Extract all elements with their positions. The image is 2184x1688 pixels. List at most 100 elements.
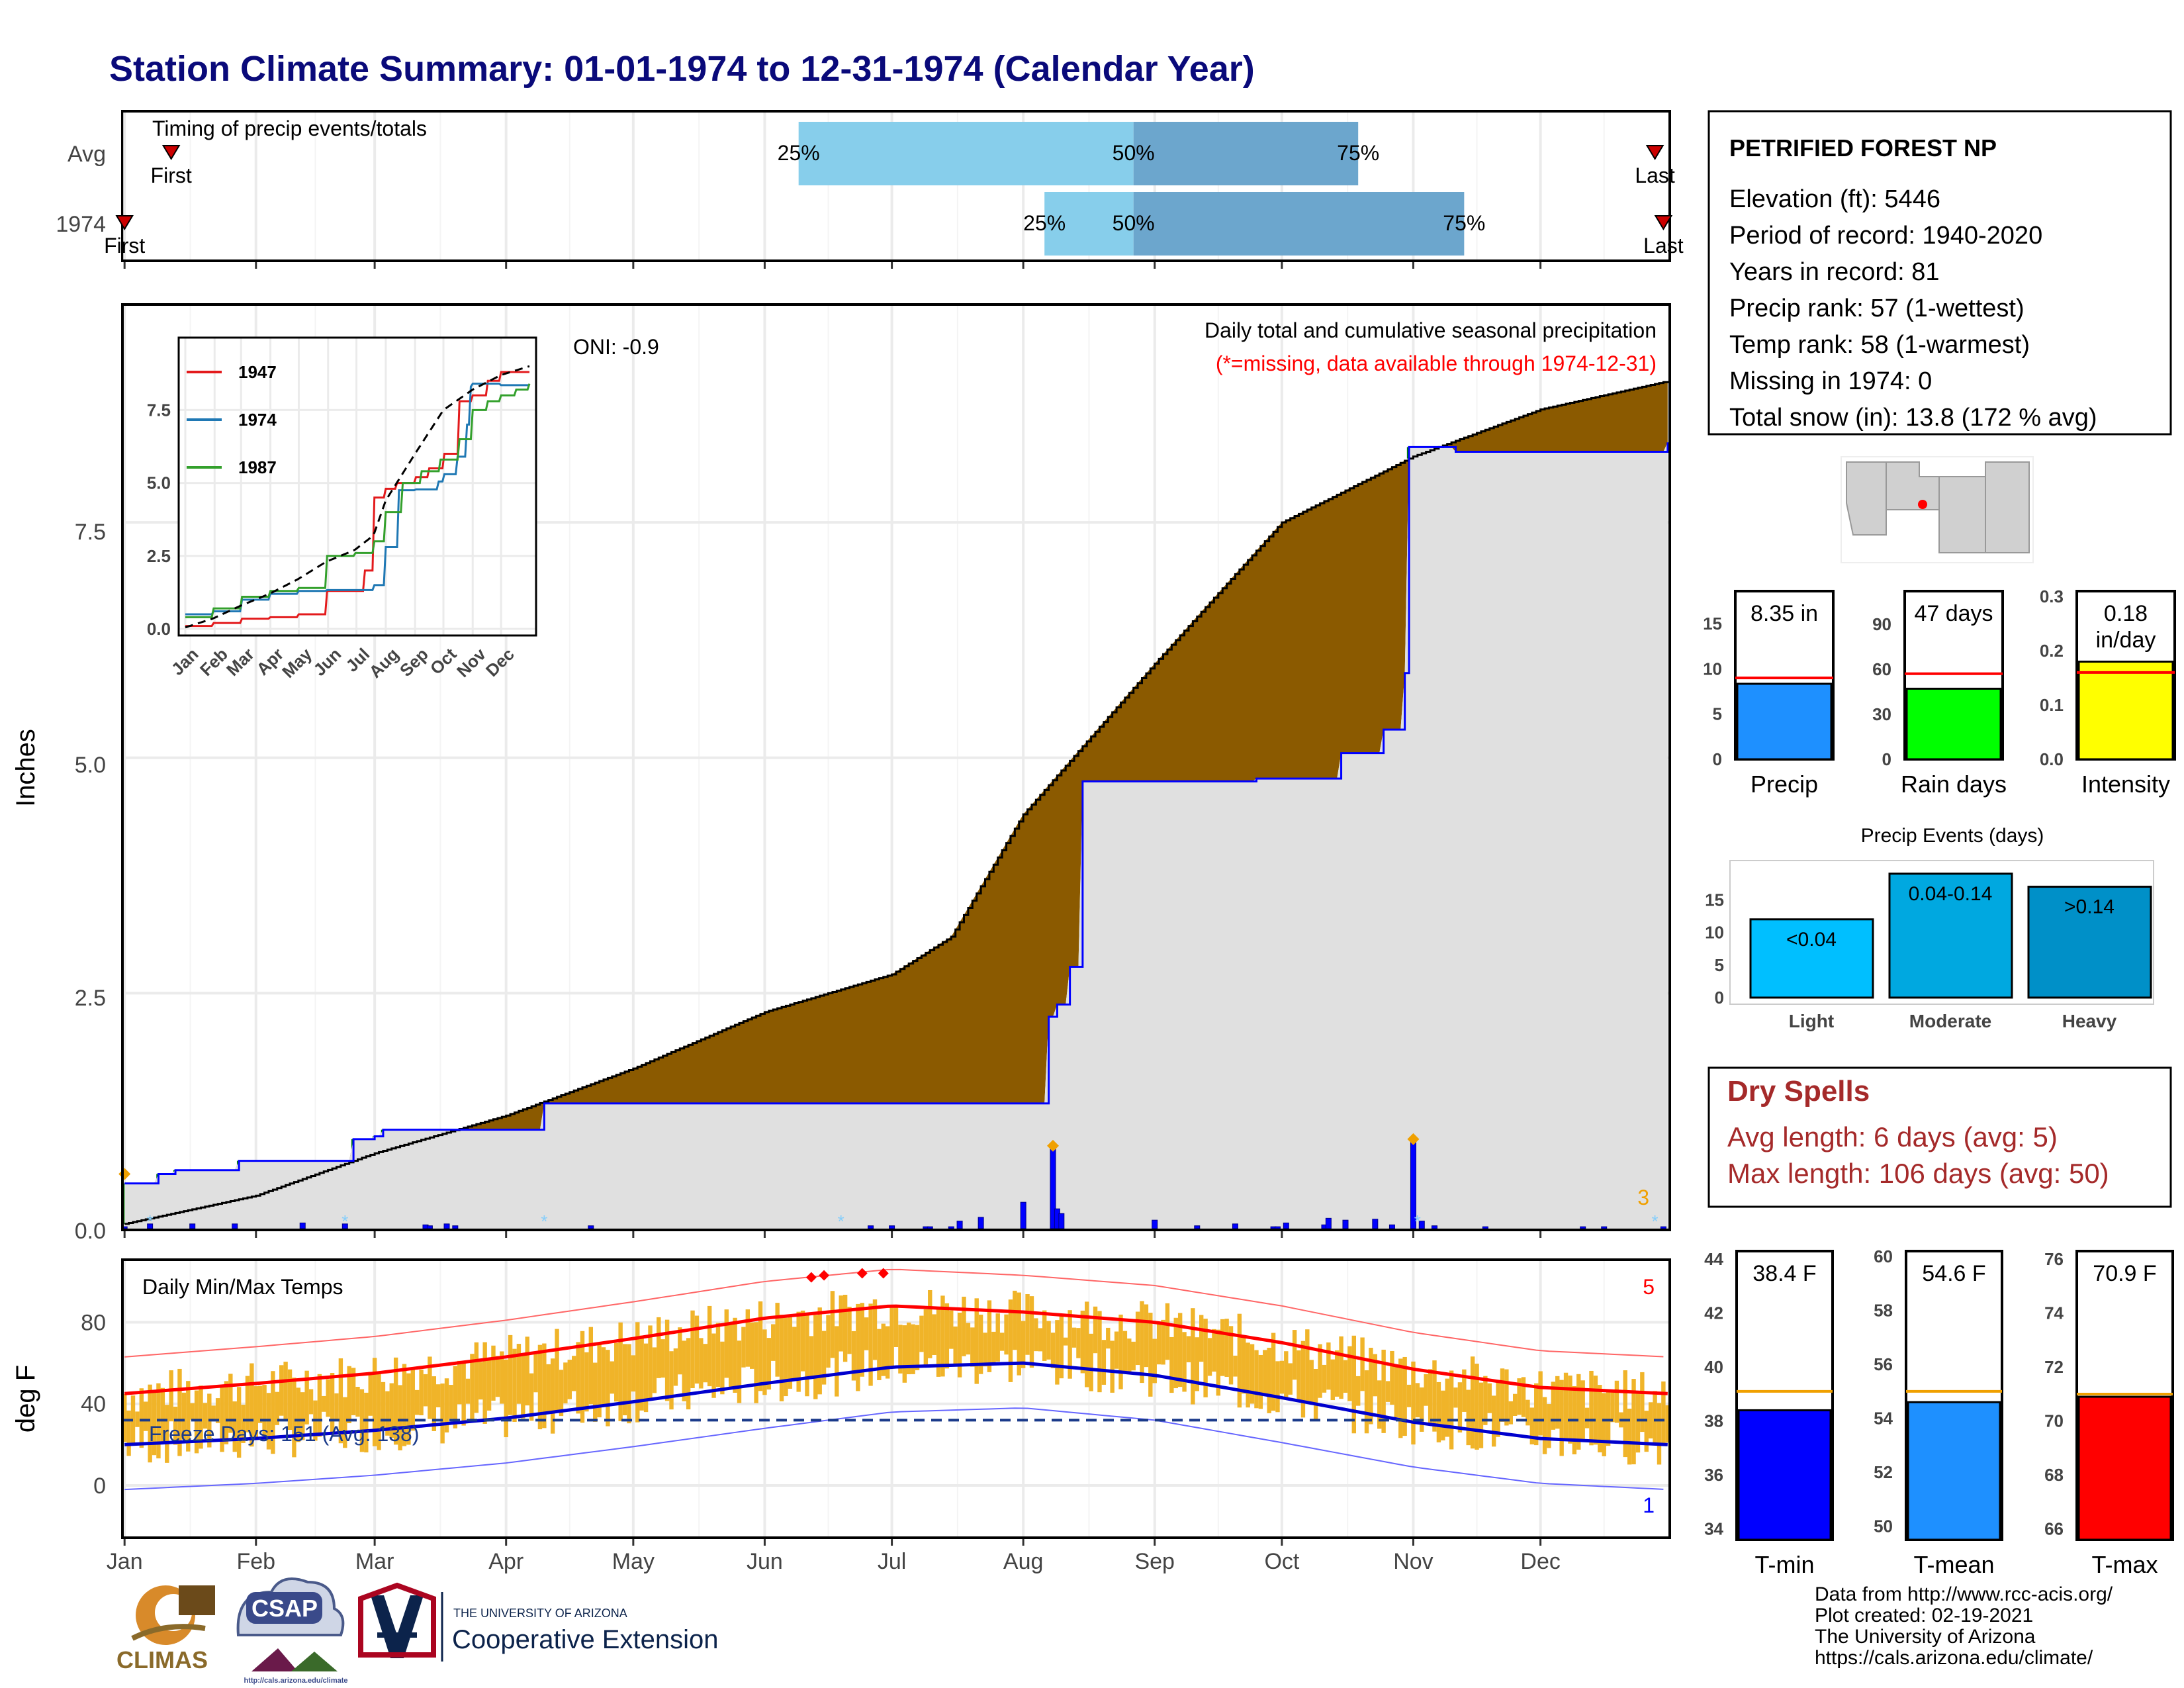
daily-precip-bar [426, 1225, 433, 1229]
daily-temp-bar [406, 1373, 411, 1445]
daily-temp-bar [304, 1370, 309, 1425]
inset-legend-label: 1974 [238, 410, 277, 430]
daily-temp-bar [1288, 1363, 1293, 1395]
climas-logo-text: CLIMAS [116, 1646, 208, 1673]
daily-temp-bar [236, 1387, 242, 1458]
daily-temp-bar [457, 1360, 462, 1405]
daily-temp-bar [1496, 1381, 1500, 1437]
daily-temp-bar [639, 1335, 644, 1411]
daily-temp-bar [533, 1354, 538, 1393]
month-axis-label: Jan [107, 1549, 143, 1574]
daily-temp-bar [1173, 1317, 1178, 1389]
daily-temp-bar [1453, 1387, 1458, 1408]
daily-temp-bar [1436, 1382, 1441, 1442]
precip-ylabel: Inches [11, 729, 40, 807]
daily-temp-bar [465, 1378, 471, 1404]
daily-temp-bar [821, 1331, 827, 1385]
summary-ytick: 0 [1882, 749, 1891, 769]
daily-temp-bar [1025, 1294, 1030, 1355]
daily-temp-bar [1428, 1369, 1433, 1424]
timing-p50-label: 50% [1113, 141, 1155, 165]
daily-temp-bar [559, 1370, 564, 1417]
daily-temp-bar [279, 1365, 284, 1416]
daily-temp-bar [1300, 1340, 1306, 1418]
daily-temp-bar [707, 1305, 712, 1387]
daily-precip-bar [1058, 1213, 1065, 1229]
daily-temp-bar [1106, 1327, 1111, 1349]
station-line-4: Temp rank: 58 (1-warmest) [1729, 331, 2030, 359]
timing-p75-label: 75% [1337, 141, 1379, 165]
inset-ytick: 0.0 [147, 619, 171, 639]
daily-precip-bar [588, 1225, 594, 1229]
month-axis-label: Aug [1003, 1549, 1044, 1574]
daily-temp-bar [393, 1357, 398, 1445]
daily-temp-bar [1568, 1375, 1572, 1444]
summary-ytick: 56 [1874, 1354, 1893, 1374]
summary-ytick: 60 [1874, 1246, 1893, 1266]
daily-temp-bar [893, 1305, 899, 1347]
daily-temp-bar [355, 1386, 360, 1417]
daily-temp-bar [537, 1344, 543, 1430]
daily-temp-bar [1653, 1391, 1657, 1445]
daily-temp-bar [1212, 1329, 1216, 1372]
daily-temp-bar [669, 1351, 674, 1410]
daily-temp-bar [1085, 1301, 1089, 1387]
daily-temp-bar [851, 1331, 856, 1381]
ua-small-text: THE UNIVERSITY OF ARIZONA [453, 1607, 627, 1620]
daily-temp-bar [474, 1342, 479, 1413]
inset-series-line [185, 383, 529, 616]
daily-temp-bar [211, 1405, 216, 1422]
daily-temp-bar [1534, 1383, 1539, 1446]
daily-temp-bar [508, 1335, 513, 1415]
record-high-line [124, 1268, 1664, 1358]
daily-temp-bar [983, 1333, 987, 1367]
daily-temp-bar [338, 1358, 343, 1444]
summary-ytick: 0.1 [2040, 695, 2064, 715]
daily-temp-bar [1118, 1314, 1123, 1389]
daily-temp-bar [148, 1384, 152, 1463]
event-bar [1888, 872, 2013, 999]
daily-temp-bar [224, 1381, 229, 1444]
record-precip-marker [1407, 1133, 1420, 1145]
daily-temp-bar [364, 1392, 369, 1453]
daily-temp-bar [771, 1324, 776, 1361]
summary-ytick: 72 [2044, 1357, 2064, 1377]
daily-precip-bar [1152, 1219, 1158, 1229]
daily-precip-bar [1194, 1225, 1201, 1229]
daily-temp-bar [1479, 1382, 1484, 1448]
last-event-marker [1654, 215, 1673, 230]
daily-temp-bar [567, 1360, 572, 1399]
precip-ytick-3: 7.5 [75, 520, 106, 545]
daily-temp-bar [453, 1366, 458, 1429]
daily-temp-bar [1635, 1393, 1641, 1453]
daily-temp-bar [432, 1376, 437, 1431]
month-axis-label: Feb [236, 1549, 275, 1574]
daily-temp-bar [1089, 1333, 1093, 1391]
first-event-marker [115, 215, 134, 230]
daily-temp-bar [330, 1373, 335, 1435]
month-axis-label: May [612, 1549, 655, 1574]
daily-temp-bar [839, 1295, 843, 1352]
event-bar-label: 0.04-0.14 [1909, 883, 1993, 905]
daily-temp-bar [830, 1291, 835, 1358]
daily-temp-bar [1521, 1377, 1526, 1417]
daily-temp-bar [495, 1356, 500, 1397]
daily-temp-bar [1508, 1401, 1513, 1425]
summary-category-label: Intensity [2081, 771, 2170, 798]
daily-temp-bar [1127, 1338, 1132, 1374]
daily-temp-bar [1406, 1384, 1412, 1407]
daily-temp-bar [372, 1358, 377, 1446]
daily-temp-bar [1029, 1296, 1034, 1368]
daily-temp-bar [1148, 1313, 1153, 1397]
daily-temp-bar [555, 1329, 559, 1411]
precip-ytick-1: 2.5 [75, 986, 106, 1011]
timing-bar-25-50 [1044, 192, 1134, 256]
daily-temp-bar [1377, 1380, 1382, 1429]
daily-temp-bar [1182, 1332, 1187, 1392]
snow-marker: * [147, 1211, 154, 1231]
timing-row-year-label: 1974 [56, 212, 106, 237]
daily-temp-bar [1140, 1301, 1144, 1383]
daily-temp-bar [779, 1315, 784, 1401]
daily-temp-bar [1008, 1299, 1013, 1382]
